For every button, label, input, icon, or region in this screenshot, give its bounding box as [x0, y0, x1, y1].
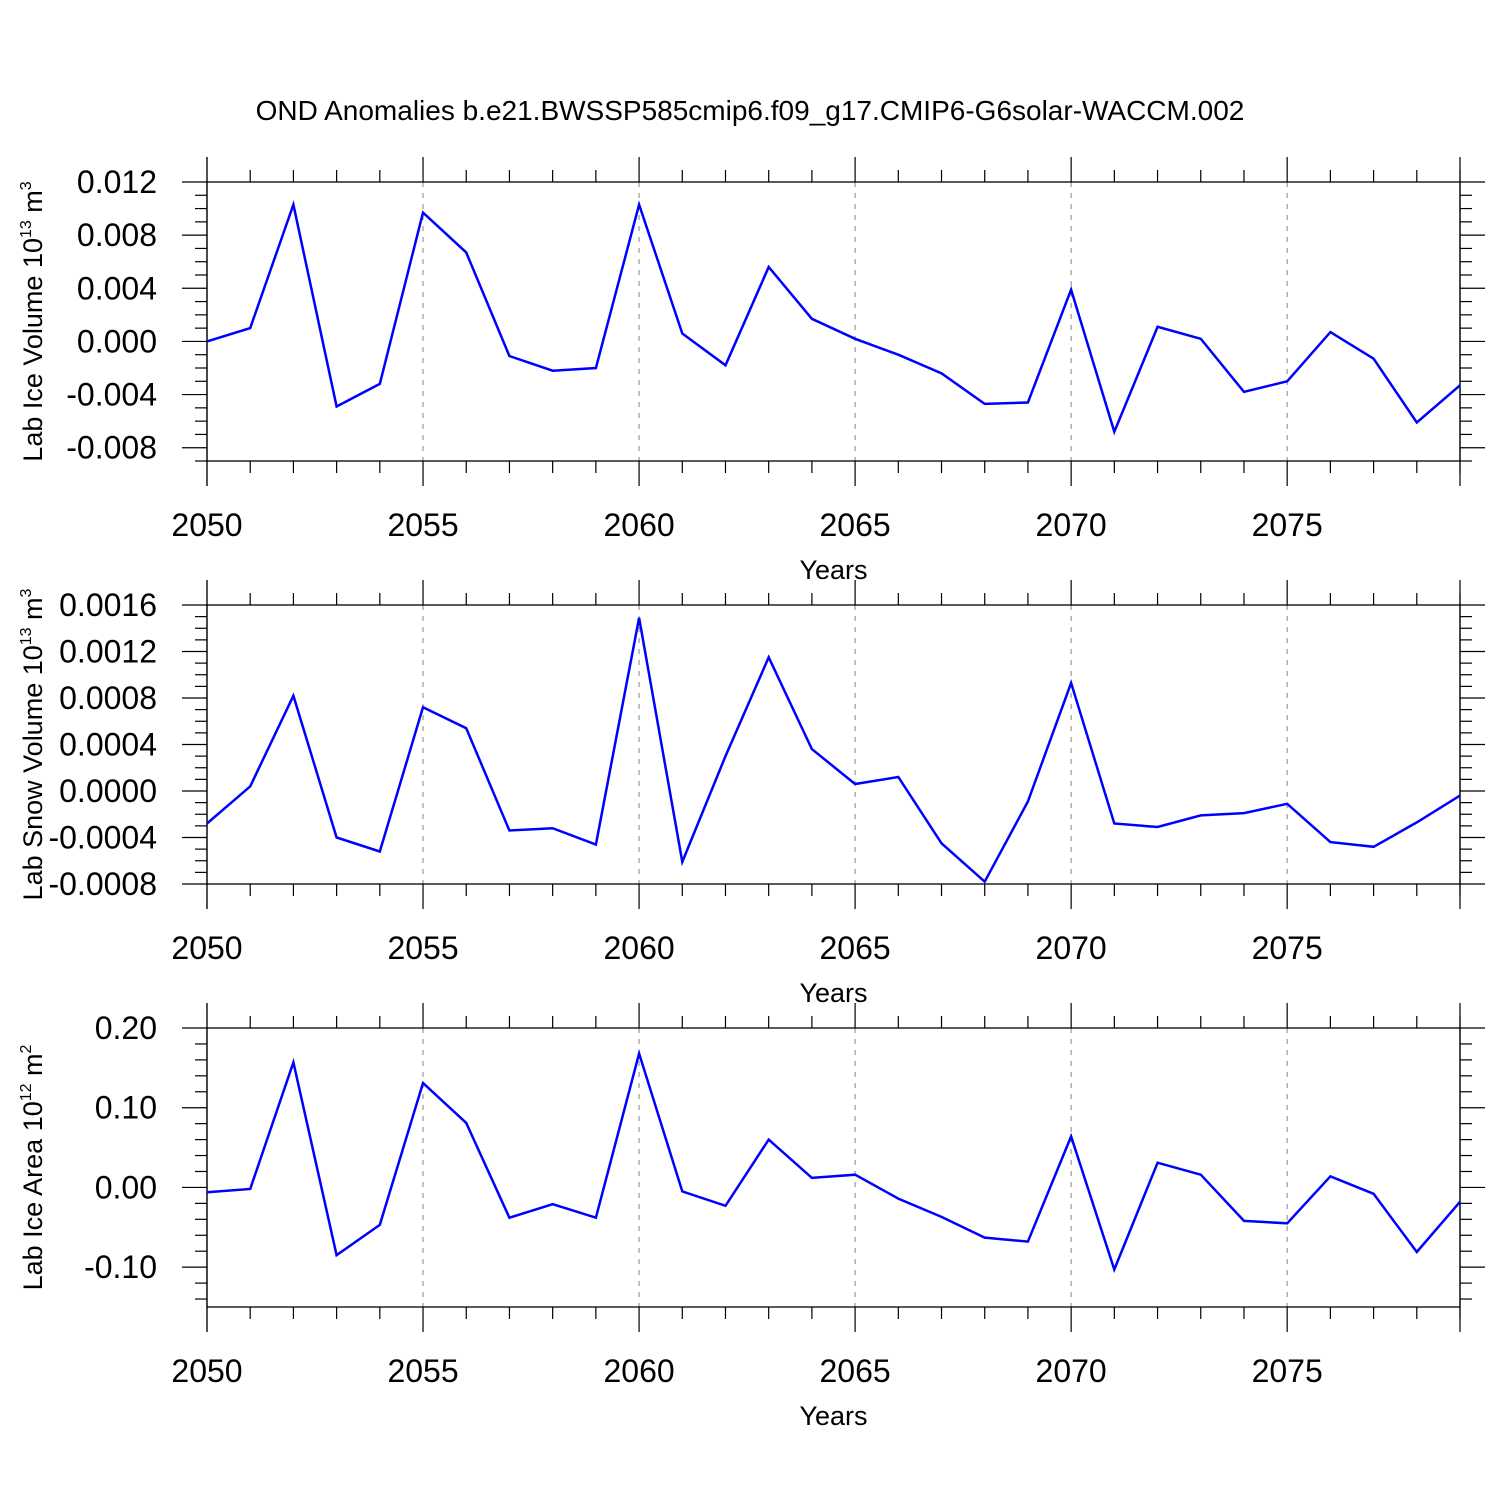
x-tick-label: 2070 — [1036, 930, 1107, 966]
x-tick-label: 2055 — [387, 930, 458, 966]
x-tick-label: 2060 — [603, 507, 674, 543]
y-label-exponent: 13 — [18, 220, 35, 238]
series-line — [206, 199, 1461, 436]
series-line — [206, 617, 1461, 884]
x-tick-label: 2055 — [387, 1353, 458, 1389]
y-tick-label: -0.004 — [66, 377, 157, 413]
y-tick-label: 0.0012 — [59, 634, 157, 670]
y-label-unit-exponent: 3 — [18, 181, 35, 190]
y-tick-label: -0.0004 — [48, 820, 157, 856]
y-tick-label: -0.0008 — [48, 866, 157, 902]
y-label-unit-exponent: 2 — [18, 1044, 35, 1053]
y-tick-label: 0.0004 — [59, 727, 157, 763]
y-tick-label: 0.0016 — [59, 587, 157, 623]
x-tick-label: 2075 — [1252, 930, 1323, 966]
y-tick-label: 0.0008 — [59, 680, 157, 716]
y-tick-label: 0.20 — [95, 1010, 157, 1046]
y-tick-label: 0.004 — [77, 270, 157, 306]
x-tick-label: 2050 — [171, 1353, 242, 1389]
x-tick-label: 2075 — [1252, 507, 1323, 543]
x-tick-label: 2060 — [603, 930, 674, 966]
series-line — [206, 1048, 1461, 1274]
x-tick-label: 2050 — [171, 507, 242, 543]
x-tick-label: 2055 — [387, 507, 458, 543]
panel-2: 2050 2055 2060 2065 2070 2075 Years 0.0016 0.001… — [18, 580, 1485, 1008]
x-tick-label: 2070 — [1036, 507, 1107, 543]
x-tick-label: 2065 — [820, 930, 891, 966]
y-label-unit: m — [18, 1053, 48, 1083]
y-tick-label: 0.0000 — [59, 773, 157, 809]
x-tick-label: 2065 — [820, 507, 891, 543]
panels: 2050 2055 2060 2065 2070 2075 Years 0.012 0.008 0… — [18, 157, 1485, 1431]
y-label-exponent: 13 — [18, 627, 35, 645]
plot-frame — [206, 1027, 1461, 1308]
y-tick-label: 0.10 — [95, 1090, 157, 1126]
x-axis-label: Years — [799, 978, 867, 1008]
chart-title: OND Anomalies b.e21.BWSSP585cmip6.f09_g1… — [256, 95, 1245, 126]
y-label-text: Lab Snow Volume 10 — [18, 645, 48, 900]
y-tick-label: -0.10 — [84, 1249, 157, 1285]
x-tick-label: 2075 — [1252, 1353, 1323, 1389]
x-axis-label: Years — [799, 555, 867, 585]
y-tick-label: 0.00 — [95, 1169, 157, 1205]
y-label-unit: m — [18, 597, 48, 627]
x-tick-label: 2065 — [820, 1353, 891, 1389]
y-axis-label: Lab Ice Area 1012 m2 — [18, 1044, 48, 1290]
y-label-exponent: 12 — [18, 1083, 35, 1101]
x-axis-label: Years — [799, 1401, 867, 1431]
plot-frame — [206, 604, 1461, 885]
y-tick-label: 0.000 — [77, 323, 157, 359]
y-tick-label: -0.008 — [66, 430, 157, 466]
panel-3: 2050 2055 2060 2065 2070 2075 Years 0.20 0.10 0.0… — [18, 1003, 1485, 1431]
y-label-text: Lab Ice Volume 10 — [18, 238, 48, 462]
panel-1: 2050 2055 2060 2065 2070 2075 Years 0.012 0.008 0… — [18, 157, 1485, 585]
y-tick-label: 0.012 — [77, 164, 157, 200]
x-tick-label: 2050 — [171, 930, 242, 966]
y-label-unit-exponent: 3 — [18, 588, 35, 597]
y-label-unit: m — [18, 190, 48, 220]
y-axis-label: Lab Ice Volume 1013 m3 — [18, 181, 48, 461]
x-tick-label: 2060 — [603, 1353, 674, 1389]
x-tick-label: 2070 — [1036, 1353, 1107, 1389]
y-axis-label: Lab Snow Volume 1013 m3 — [18, 588, 48, 900]
y-tick-label: 0.008 — [77, 217, 157, 253]
y-label-text: Lab Ice Area 10 — [18, 1101, 48, 1290]
